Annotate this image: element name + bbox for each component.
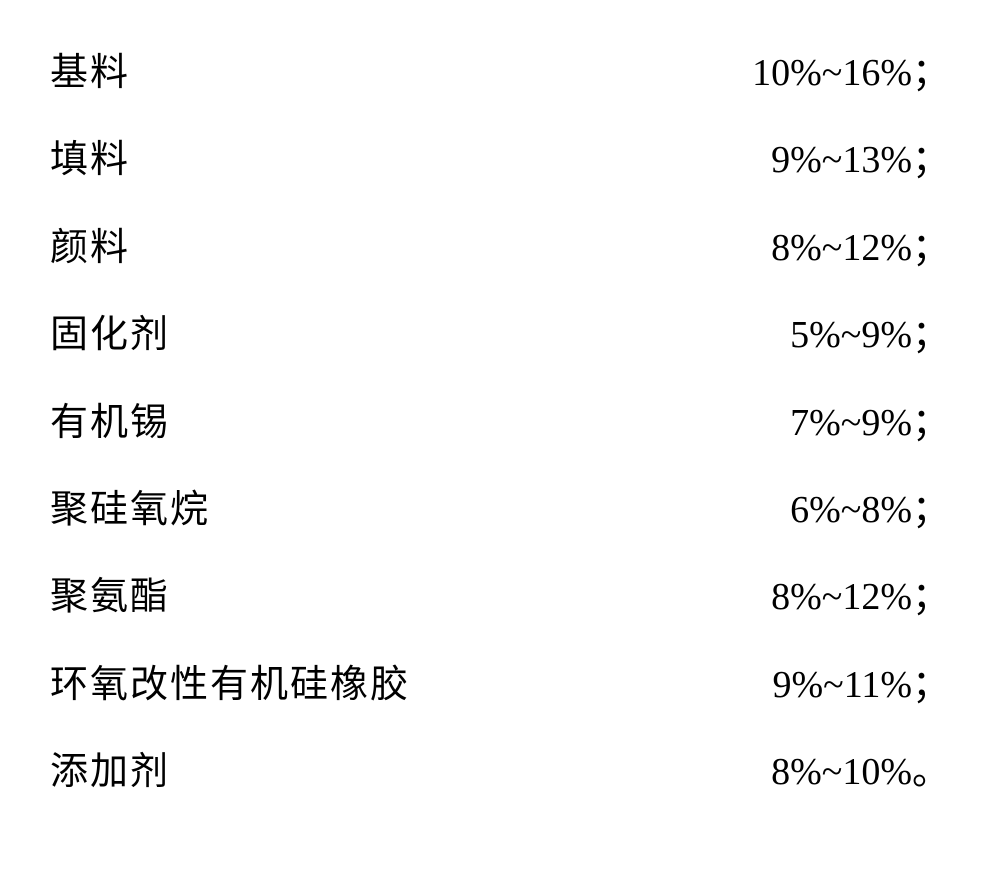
component-value: 7%~9%； <box>790 380 950 467</box>
component-name: 环氧改性有机硅橡胶 <box>50 642 410 729</box>
component-value: 10%~16%； <box>752 30 950 117</box>
component-name: 聚硅氧烷 <box>50 467 210 554</box>
component-name: 添加剂 <box>50 729 170 816</box>
composition-row: 固化剂 5%~9%； <box>50 292 950 379</box>
component-name: 固化剂 <box>50 292 170 379</box>
composition-list: 基料 10%~16%； 填料 9%~13%； 颜料 8%~12%； 固化剂 5%… <box>50 30 950 817</box>
component-name: 基料 <box>50 30 130 117</box>
composition-row: 聚氨酯 8%~12%； <box>50 554 950 641</box>
component-name: 填料 <box>50 117 130 204</box>
composition-row: 聚硅氧烷 6%~8%； <box>50 467 950 554</box>
component-value: 5%~9%； <box>790 292 950 379</box>
component-value: 6%~8%； <box>790 467 950 554</box>
component-name: 聚氨酯 <box>50 554 170 641</box>
component-value: 9%~13%； <box>771 117 950 204</box>
component-value: 8%~12%； <box>771 554 950 641</box>
composition-row: 有机锡 7%~9%； <box>50 380 950 467</box>
component-value: 9%~11%； <box>773 642 950 729</box>
component-name: 颜料 <box>50 205 130 292</box>
composition-row: 环氧改性有机硅橡胶 9%~11%； <box>50 642 950 729</box>
composition-row: 添加剂 8%~10%。 <box>50 729 950 816</box>
component-value: 8%~12%； <box>771 205 950 292</box>
component-name: 有机锡 <box>50 380 170 467</box>
component-value: 8%~10%。 <box>771 729 950 816</box>
composition-row: 基料 10%~16%； <box>50 30 950 117</box>
composition-row: 颜料 8%~12%； <box>50 205 950 292</box>
composition-row: 填料 9%~13%； <box>50 117 950 204</box>
